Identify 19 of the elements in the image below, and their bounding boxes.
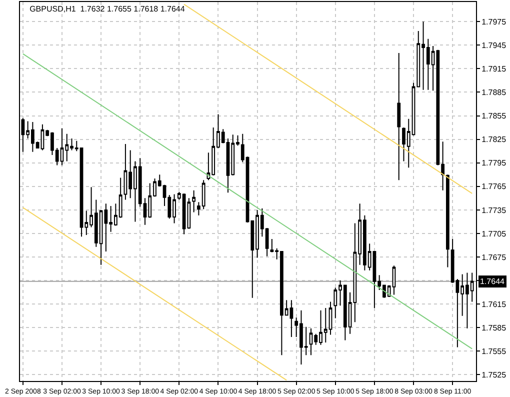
y-tick-label: 1.7825	[482, 135, 507, 144]
y-tick-label: 1.7945	[482, 40, 507, 50]
candlestick	[446, 174, 450, 268]
y-tick-label: 1.7855	[482, 112, 507, 121]
y-tick-label: 1.7885	[482, 88, 507, 98]
y-tick-label: 1.7975	[482, 17, 507, 26]
y-tick-label: 1.7705	[482, 229, 507, 238]
ref-line-label: 1.7644	[480, 277, 506, 286]
y-tick-label: 1.7555	[482, 346, 507, 356]
candlestick	[397, 52, 401, 181]
y-tick-label: 1.7675	[482, 252, 507, 262]
y-tick-label: 1.7525	[482, 370, 507, 380]
y-tick-label: 1.7795	[482, 158, 507, 168]
y-tick-label: 1.7735	[482, 206, 507, 215]
chart-title: GBPUSD,H1 1.7632 1.7655 1.7618 1.7644	[30, 4, 186, 14]
y-tick-label: 1.7615	[482, 300, 507, 309]
y-tick-label: 1.7915	[482, 64, 507, 74]
y-tick-label: 1.7585	[482, 323, 507, 332]
y-tick-label: 1.7765	[482, 182, 507, 192]
